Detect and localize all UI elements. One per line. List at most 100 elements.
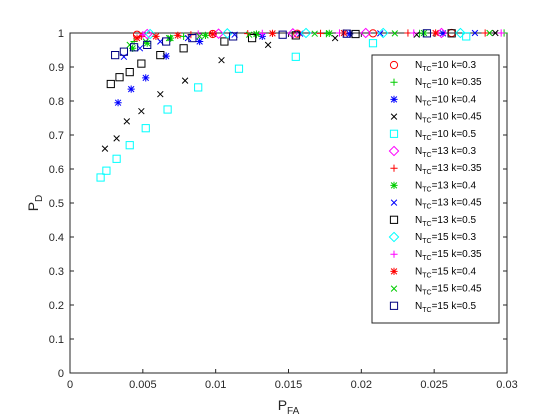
legend-marker [389, 60, 399, 70]
data-point [213, 28, 224, 39]
legend-label-post: =13 k=0.3 [432, 146, 477, 157]
legend-label-post: =15 k=0.4 [432, 266, 477, 277]
legend-item: NTC=13 k=0.4 [390, 180, 476, 193]
series-3 [101, 29, 499, 152]
y-tick-label: 0.2 [49, 300, 64, 312]
legend-label-pre: N [415, 163, 422, 174]
legend-label: NTC=13 k=0.5 [415, 215, 476, 228]
data-point [439, 29, 447, 37]
series-14 [111, 29, 431, 60]
legend-marker [390, 113, 398, 120]
y-axis-title: PD [25, 195, 45, 212]
legend-label-post: =10 k=0.4 [432, 94, 477, 105]
legend-item: NTC=15 k=0.5 [389, 301, 477, 314]
series-10 [144, 27, 466, 40]
legend-label: NTC=13 k=0.45 [415, 198, 482, 211]
legend-label-sub: TC [422, 238, 431, 245]
legend-label: NTC=15 k=0.4 [415, 266, 476, 279]
legend-label-post: =15 k=0.35 [432, 249, 482, 260]
y-tick-label: 0 [58, 368, 64, 380]
legend-label-post: =13 k=0.35 [432, 163, 482, 174]
data-point [126, 41, 133, 49]
y-tick-label: 0.5 [49, 198, 64, 210]
data-point [139, 31, 147, 39]
legend-marker [389, 215, 399, 224]
data-point [101, 145, 109, 152]
data-point [218, 56, 225, 64]
data-point [113, 135, 120, 142]
legend-label-pre: N [415, 60, 422, 71]
legend-label-pre: N [415, 129, 422, 140]
legend-label-pre: N [415, 266, 422, 277]
y-tick-label: 0.4 [49, 232, 64, 244]
data-point [300, 27, 312, 39]
data-point [152, 32, 160, 40]
data-point [123, 118, 131, 125]
data-point [340, 29, 348, 37]
series-4 [96, 32, 471, 182]
legend-label-sub: TC [422, 307, 431, 314]
legend-label-post: =15 k=0.45 [432, 284, 482, 295]
y-axis-title-sub: D [34, 195, 45, 202]
legend-label-sub: TC [422, 186, 431, 193]
data-point [486, 29, 493, 37]
legend-item: NTC=10 k=0.45 [390, 112, 482, 125]
legend-marker [390, 78, 398, 86]
series-9 [106, 29, 456, 89]
data-point [129, 43, 139, 52]
y-axis-title-main: P [25, 202, 41, 211]
legend-item: NTC=13 k=0.3 [388, 145, 477, 159]
data-point [268, 29, 277, 37]
data-point [245, 31, 253, 38]
data-point [422, 29, 431, 38]
legend-label-sub: TC [422, 135, 431, 142]
data-point [325, 29, 333, 37]
legend-item: NTC=10 k=0.35 [390, 77, 482, 90]
data-point [112, 154, 121, 163]
data-point [291, 52, 300, 61]
legend-label-pre: N [415, 249, 422, 260]
legend-label: NTC=13 k=0.4 [415, 180, 476, 193]
legend-label-post: =13 k=0.45 [432, 198, 482, 209]
legend-marker [390, 285, 398, 292]
x-tick-label: 0 [67, 379, 73, 391]
legend-label-pre: N [415, 180, 422, 191]
data-point [351, 29, 360, 39]
y-tick-label: 0.8 [49, 96, 64, 108]
data-point [222, 28, 233, 39]
legend-label-sub: TC [422, 83, 431, 90]
legend-label: NTC=10 k=0.35 [415, 77, 482, 90]
data-point [196, 33, 203, 40]
data-point [184, 34, 192, 42]
legend-item: NTC=10 k=0.3 [389, 60, 476, 73]
data-point [125, 141, 134, 150]
legend-label-pre: N [415, 284, 422, 295]
data-point [264, 41, 272, 49]
legend-label-sub: TC [422, 118, 431, 125]
data-point [410, 29, 418, 37]
data-point [220, 37, 229, 46]
data-point [252, 30, 261, 38]
legend-item: NTC=13 k=0.35 [390, 163, 482, 176]
legend-label-pre: N [415, 301, 422, 312]
series-12 [133, 29, 440, 42]
legend-label-post: =10 k=0.5 [432, 129, 477, 140]
data-point [162, 37, 171, 46]
y-tick-label: 0.1 [49, 334, 64, 346]
legend-label-sub: TC [422, 204, 431, 211]
data-point [138, 107, 145, 115]
legend-marker [388, 145, 400, 157]
legend-marker [389, 129, 399, 138]
legend-item: NTC=10 k=0.5 [389, 129, 476, 142]
data-point [436, 27, 447, 39]
data-point [115, 73, 124, 82]
legend-item: NTC=15 k=0.45 [390, 284, 482, 297]
legend-label-pre: N [415, 198, 422, 209]
legend-label: NTC=10 k=0.5 [415, 129, 476, 142]
legend-label-post: =15 k=0.5 [432, 301, 477, 312]
legend-item: NTC=15 k=0.35 [390, 249, 482, 262]
data-point [194, 83, 203, 92]
legend-label: NTC=15 k=0.35 [415, 249, 482, 262]
data-point [111, 51, 120, 60]
